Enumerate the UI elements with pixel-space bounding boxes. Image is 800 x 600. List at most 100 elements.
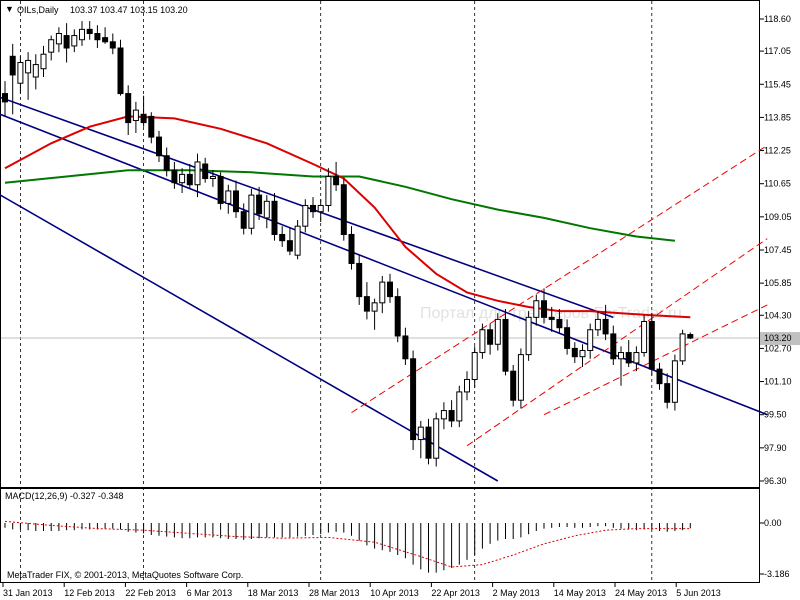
candle-body-bear bbox=[140, 113, 147, 124]
candle bbox=[86, 21, 93, 40]
candle bbox=[548, 306, 555, 332]
candle-body-bull bbox=[594, 318, 601, 331]
channel-line-dashed bbox=[351, 144, 768, 414]
candle-body-bear bbox=[610, 333, 617, 360]
watermark: Портал для трейдеров ForTrader.ru bbox=[420, 305, 682, 322]
candle-body-bull bbox=[55, 33, 62, 45]
time-tick-label: 24 May 2013 bbox=[615, 588, 667, 598]
candle-body-bear bbox=[541, 300, 547, 318]
candle bbox=[302, 199, 309, 233]
candle-body-bear bbox=[148, 115, 155, 138]
candle bbox=[533, 294, 540, 326]
candle bbox=[402, 327, 409, 365]
candle-body-bull bbox=[325, 175, 332, 206]
candle bbox=[271, 193, 278, 241]
candle bbox=[17, 56, 24, 94]
candle-body-bear bbox=[286, 240, 293, 252]
candle bbox=[417, 420, 424, 459]
candle-body-bear bbox=[217, 175, 224, 204]
candle-body-bear bbox=[271, 200, 278, 235]
candle-body-bear bbox=[233, 190, 239, 213]
ma-slow-line bbox=[4, 169, 676, 242]
candle-body-bull bbox=[471, 352, 478, 380]
price-tick-label: 107.45 bbox=[764, 245, 792, 255]
candle bbox=[579, 344, 586, 368]
candle-body-bull bbox=[263, 200, 270, 219]
candle bbox=[625, 340, 632, 368]
candle-body-bull bbox=[48, 39, 55, 53]
candle-body-bear bbox=[387, 281, 393, 298]
candle-body-bull bbox=[641, 320, 648, 354]
candle bbox=[263, 195, 270, 229]
candle-body-bull bbox=[417, 426, 424, 441]
price-tick-label: 96.30 bbox=[764, 476, 787, 486]
candle bbox=[502, 309, 509, 376]
candle bbox=[510, 364, 517, 407]
candle-body-bear bbox=[240, 211, 247, 229]
candle bbox=[25, 52, 32, 100]
candle-body-bear bbox=[425, 426, 432, 459]
candle bbox=[602, 304, 609, 341]
candle-body-bull bbox=[579, 349, 586, 358]
candle bbox=[440, 402, 447, 430]
candle bbox=[55, 27, 62, 53]
candle-body-bear bbox=[117, 47, 124, 95]
price-tick-label: 99.50 bbox=[764, 410, 787, 420]
candle-body-bull bbox=[633, 352, 640, 364]
copyright: MetaTrader FIX, © 2001-2013, MetaQuotes … bbox=[7, 570, 243, 580]
candle bbox=[641, 315, 648, 357]
candle bbox=[664, 373, 671, 409]
candle-body-bear bbox=[279, 233, 286, 242]
candle bbox=[148, 112, 155, 144]
candle bbox=[387, 273, 393, 303]
channel-line bbox=[0, 96, 614, 319]
candle-body-bear bbox=[156, 136, 162, 157]
candle bbox=[156, 130, 162, 162]
candle-body-bear bbox=[564, 327, 571, 349]
candle bbox=[456, 385, 463, 428]
candle bbox=[425, 418, 432, 465]
candle bbox=[209, 170, 216, 187]
candle-body-bull bbox=[618, 352, 624, 360]
candle bbox=[225, 184, 232, 214]
candle-body-bull bbox=[433, 418, 440, 459]
candle-body-bear bbox=[310, 204, 316, 213]
time-tick-label: 18 Mar 2013 bbox=[248, 588, 299, 598]
time-tick-label: 28 Mar 2013 bbox=[309, 588, 360, 598]
candle bbox=[117, 39, 124, 96]
candle bbox=[109, 33, 116, 55]
collapse-icon[interactable]: ▼ bbox=[5, 4, 14, 14]
candle bbox=[671, 354, 678, 411]
candle bbox=[525, 311, 532, 361]
candle-body-bear bbox=[487, 329, 494, 345]
price-tick-label: 110.65 bbox=[764, 179, 791, 189]
candles bbox=[2, 21, 694, 467]
ohlc-header: 103.37 103.47 103.15 103.20 bbox=[70, 5, 188, 15]
candle-body-bear bbox=[356, 262, 363, 298]
candle-body-bear bbox=[548, 316, 555, 320]
candle-body-bull bbox=[440, 410, 447, 420]
time-tick-label: 10 Apr 2013 bbox=[370, 588, 419, 598]
candle bbox=[256, 186, 263, 220]
candle bbox=[71, 29, 78, 53]
candle-body-bull bbox=[132, 109, 139, 122]
current-price-badge: 103.20 bbox=[760, 332, 800, 346]
candle-body-bear bbox=[94, 33, 101, 41]
candle bbox=[186, 164, 193, 189]
candle-body-bear bbox=[340, 184, 347, 235]
candle bbox=[471, 346, 478, 388]
channel-line bbox=[0, 113, 768, 416]
symbol-label: OILs,Daily bbox=[17, 5, 59, 15]
candle bbox=[448, 400, 455, 428]
candle bbox=[564, 319, 571, 355]
candle-body-bear bbox=[348, 233, 355, 264]
candle-body-bear bbox=[656, 368, 663, 385]
price-tick-label: 112.25 bbox=[764, 146, 791, 156]
candle bbox=[594, 311, 601, 336]
price-tick-label: 117.05 bbox=[764, 46, 791, 56]
candle-body-bear bbox=[625, 352, 632, 364]
candle bbox=[279, 226, 286, 247]
candle bbox=[371, 298, 378, 330]
candle bbox=[294, 219, 301, 260]
